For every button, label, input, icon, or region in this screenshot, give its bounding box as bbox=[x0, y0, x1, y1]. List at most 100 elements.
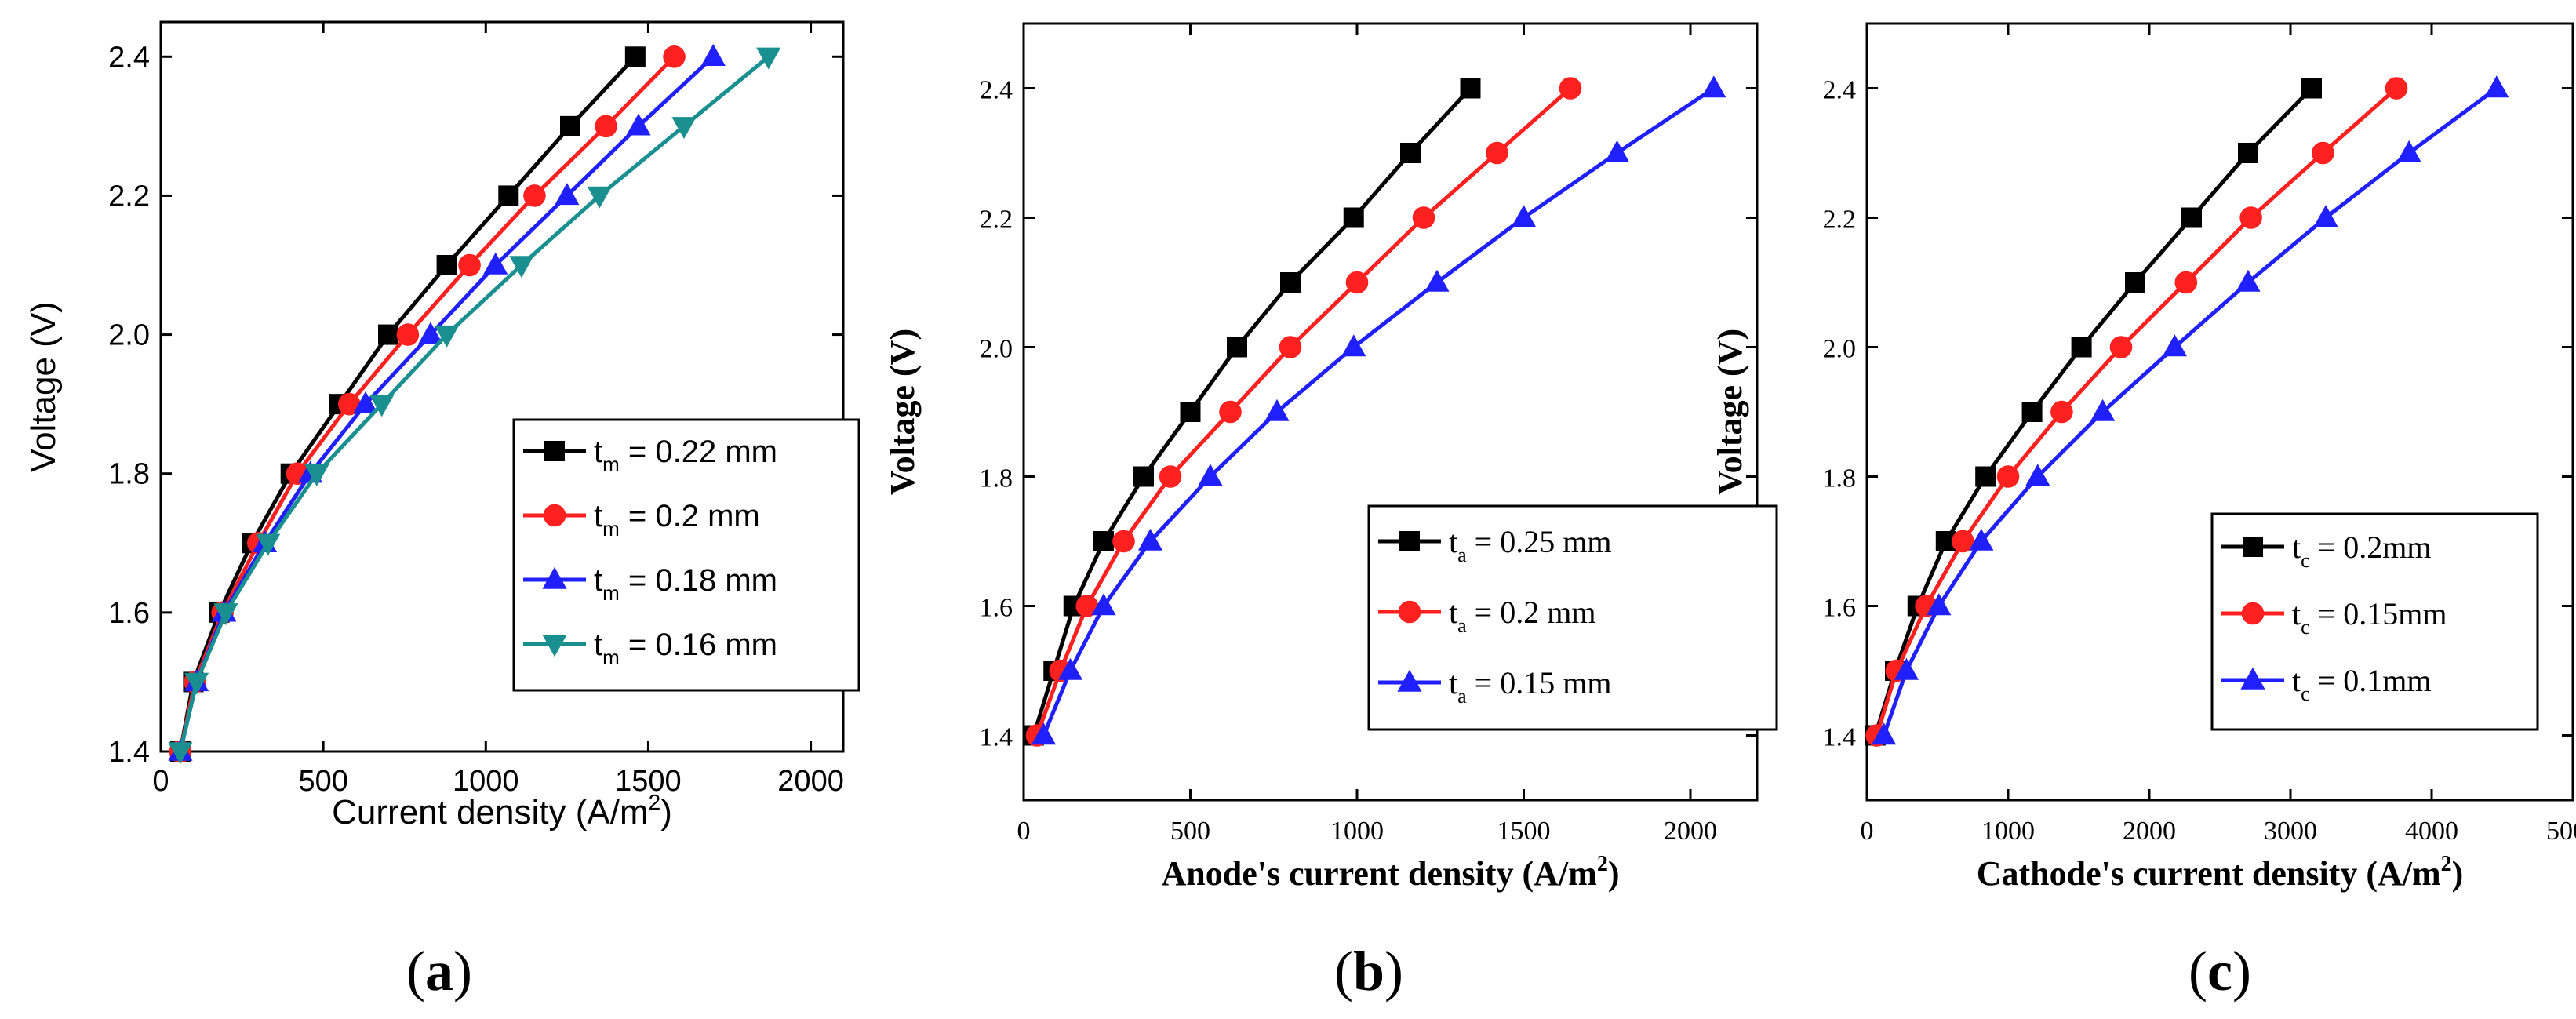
data-point bbox=[1091, 593, 1116, 616]
x-tick-label: 1500 bbox=[615, 765, 682, 798]
data-point bbox=[1180, 402, 1201, 422]
data-point bbox=[1341, 334, 1366, 357]
data-point bbox=[1133, 466, 1154, 487]
data-point bbox=[1075, 595, 1099, 617]
data-point bbox=[1219, 400, 1242, 424]
data-point bbox=[756, 47, 781, 70]
data-point bbox=[1280, 272, 1301, 293]
data-point bbox=[1996, 465, 2020, 488]
data-point bbox=[1701, 75, 1726, 98]
data-point bbox=[2071, 337, 2092, 358]
data-point bbox=[2238, 143, 2258, 163]
x-axis-label: Cathode's current density (A/m2) bbox=[1977, 852, 2464, 893]
legend-label: ta = 0.2 mm bbox=[1449, 595, 1595, 637]
legend-label: ta = 0.25 mm bbox=[1449, 524, 1611, 566]
data-point bbox=[587, 186, 612, 209]
y-tick-label: 1.6 bbox=[108, 597, 150, 630]
data-point bbox=[626, 113, 651, 136]
y-tick-label: 2.4 bbox=[980, 76, 1013, 105]
data-point bbox=[1345, 271, 1369, 294]
y-tick-label: 2.0 bbox=[1823, 335, 1857, 364]
legend: ta = 0.25 mm ta = 0.2 mm ta = 0.15 mm bbox=[1367, 504, 1778, 731]
data-point bbox=[1969, 528, 1994, 551]
y-tick-label: 2.2 bbox=[108, 180, 150, 213]
x-tick-label: 2000 bbox=[2123, 817, 2176, 846]
data-point bbox=[458, 253, 481, 277]
legend: tm = 0.22 mm tm = 0.2 mm tm = 0.18 mm tm = … bbox=[512, 418, 860, 692]
data-point bbox=[2236, 269, 2261, 292]
legend-marker bbox=[1398, 600, 1421, 624]
x-tick-label: 0 bbox=[1861, 817, 1874, 846]
data-point bbox=[353, 391, 378, 413]
data-point bbox=[1057, 657, 1083, 680]
x-tick-label: 4000 bbox=[2405, 817, 2458, 846]
data-point bbox=[1460, 78, 1481, 99]
data-point bbox=[700, 44, 726, 66]
y-tick-label: 1.4 bbox=[108, 736, 150, 769]
data-point bbox=[1031, 722, 1057, 745]
y-tick-label: 1.6 bbox=[1823, 594, 1857, 623]
plot-frame bbox=[1865, 22, 2574, 802]
data-point bbox=[369, 395, 395, 417]
data-point bbox=[2125, 272, 2145, 293]
x-tick-label: 1000 bbox=[453, 765, 519, 798]
legend-marker bbox=[1399, 531, 1420, 551]
data-point bbox=[1952, 530, 1974, 553]
data-point bbox=[2484, 75, 2509, 98]
data-point bbox=[1400, 143, 1421, 163]
panel-caption: (a) bbox=[406, 940, 472, 1003]
data-point bbox=[1927, 593, 1952, 616]
y-tick-label: 1.8 bbox=[108, 458, 150, 491]
data-point bbox=[418, 322, 443, 344]
x-tick-label: 2000 bbox=[777, 765, 844, 798]
data-point bbox=[1894, 657, 1919, 680]
x-tick-label: 500 bbox=[298, 765, 347, 798]
legend-box bbox=[2210, 512, 2539, 731]
y-tick-label: 2.4 bbox=[1823, 76, 1857, 105]
chart-panel-c: 0 1000 2000 3000 4000 5000 1.4 1.6 1.8 2.0 2.2 2.4 C… bbox=[1711, 22, 2576, 1003]
data-point bbox=[2174, 271, 2198, 294]
data-point bbox=[2162, 334, 2187, 357]
legend-marker bbox=[1397, 669, 1422, 692]
series-2 bbox=[1025, 77, 1582, 747]
data-point bbox=[1872, 722, 1897, 745]
panel-caption: (b) bbox=[1334, 940, 1403, 1003]
data-point bbox=[2313, 205, 2338, 227]
data-point bbox=[595, 115, 617, 138]
x-tick-label: 1000 bbox=[1981, 817, 2035, 846]
data-point bbox=[2025, 464, 2050, 486]
y-tick-label: 2.2 bbox=[1823, 206, 1857, 235]
data-point bbox=[1559, 77, 1582, 100]
data-point bbox=[256, 533, 281, 556]
legend-label: tm = 0.16 mm bbox=[594, 628, 777, 669]
legend-label: tc = 0.2mm bbox=[2292, 530, 2431, 572]
data-point bbox=[498, 185, 519, 206]
data-point bbox=[1112, 530, 1135, 553]
x-tick-label: 3000 bbox=[2264, 817, 2317, 846]
data-point bbox=[1093, 531, 1114, 551]
data-point bbox=[1412, 206, 1435, 229]
data-point bbox=[1511, 205, 1537, 227]
data-point bbox=[560, 115, 580, 136]
data-point bbox=[1227, 337, 1247, 358]
legend-label: tm = 0.18 mm bbox=[594, 563, 777, 605]
data-point bbox=[2239, 206, 2262, 229]
data-point bbox=[555, 183, 580, 206]
legend-label: tm = 0.22 mm bbox=[594, 435, 777, 476]
data-point bbox=[1159, 465, 1182, 488]
legend-marker bbox=[543, 504, 566, 527]
data-point bbox=[2050, 400, 2073, 424]
legend-label: tm = 0.2 mm bbox=[594, 499, 760, 540]
legend-label: ta = 0.15 mm bbox=[1449, 665, 1611, 708]
data-point bbox=[396, 323, 420, 346]
data-point bbox=[1343, 207, 1364, 228]
data-point bbox=[168, 742, 193, 765]
x-tick-label: 0 bbox=[152, 765, 169, 798]
data-point bbox=[1604, 140, 1630, 162]
x-axis-label: Anode's current density (A/m2) bbox=[1162, 852, 1620, 893]
data-point bbox=[304, 464, 329, 486]
x-tick-label: 5000 bbox=[2546, 817, 2576, 846]
data-point bbox=[213, 603, 238, 626]
data-point bbox=[1975, 466, 1996, 487]
data-point bbox=[1486, 141, 1508, 165]
